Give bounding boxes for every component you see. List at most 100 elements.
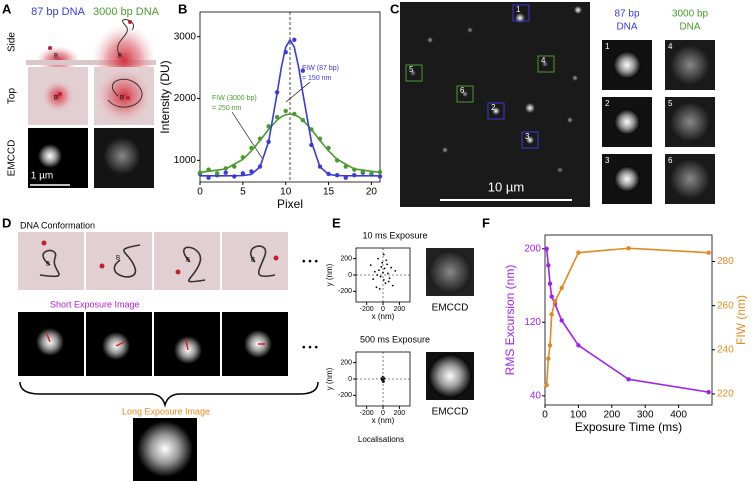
series-line <box>199 113 381 174</box>
data-point <box>626 246 631 251</box>
data-point <box>382 381 384 384</box>
bead-label: B <box>186 258 190 264</box>
x-tick-label: 200 <box>603 410 620 421</box>
data-point <box>214 171 220 176</box>
footer-label: Localisations <box>358 435 404 444</box>
y-tick-label: 1000 <box>174 155 197 166</box>
data-point <box>240 171 246 176</box>
data-point <box>544 382 549 388</box>
data-point <box>559 318 564 323</box>
data-point <box>373 270 376 273</box>
data-point <box>372 278 375 280</box>
x-axis-label: x (nm) <box>372 312 395 321</box>
data-point <box>223 170 228 175</box>
x-tick-label: 0 <box>197 187 203 198</box>
bead-label: B <box>54 96 58 102</box>
top-view: B B <box>28 67 154 125</box>
box-label: 4 <box>541 56 546 65</box>
data-point <box>391 284 394 287</box>
y-axis-label: y (nm) <box>325 263 334 286</box>
y2-tick-label: 280 <box>717 256 734 267</box>
annotation: = 150 nm <box>302 75 332 82</box>
data-point <box>382 378 385 381</box>
bead-label: B <box>54 54 58 60</box>
column-header: DNA <box>616 22 637 33</box>
data-point <box>382 279 385 281</box>
data-point <box>382 253 385 256</box>
data-point <box>378 288 381 290</box>
x-tick-label: 15 <box>323 187 335 198</box>
data-point <box>387 280 390 283</box>
tile-label: 2 <box>605 99 610 108</box>
x-tick-label: 200 <box>394 410 406 417</box>
y2-tick-label: 240 <box>717 344 734 355</box>
series-line <box>200 38 380 177</box>
crop-tiles: 1 2 3 4 5 6 <box>602 40 715 204</box>
chart-title: 10 ms Exposure <box>362 230 427 240</box>
panel-label: D <box>2 215 11 230</box>
annotation: FIW (3000 bp) <box>212 95 257 102</box>
annotation: FIW (87 bp) <box>302 65 339 72</box>
micrograph: 1 2 3 4 5 6 10 µm <box>400 2 590 207</box>
tile-label: 4 <box>668 42 673 51</box>
conformations: B B B B <box>18 232 288 290</box>
y-axis-label: y (nm) <box>325 367 334 390</box>
data-point <box>377 257 379 260</box>
scale-bar-label: 1 µm <box>31 171 53 182</box>
y-tick-label: 0 <box>348 376 352 383</box>
y-tick-label: 200 <box>340 255 352 262</box>
data-point <box>547 343 553 348</box>
pointer <box>285 81 311 103</box>
box-label: 1 <box>516 5 521 14</box>
data-point <box>274 114 280 120</box>
column-header: 87 bp <box>614 9 639 20</box>
box-label: 3 <box>525 132 530 141</box>
column-header: 3000 bp DNA <box>93 6 160 18</box>
data-point <box>283 108 288 114</box>
x-tick-label: 400 <box>670 410 687 421</box>
y-tick-label: 2000 <box>174 93 197 104</box>
series-line <box>545 247 709 386</box>
x-tick-label: 20 <box>366 187 378 198</box>
y-tick-label: -200 <box>338 288 352 295</box>
annotation: = 250 nm <box>212 105 242 112</box>
data-point <box>343 175 348 180</box>
scale-bar-label: 10 µm <box>488 179 524 194</box>
emccd-images: 1 µm <box>28 128 154 188</box>
data-point <box>384 282 387 285</box>
data-point <box>546 356 551 361</box>
data-point <box>546 263 551 268</box>
x-axis-label: Exposure Time (ms) <box>575 420 682 434</box>
data-point <box>547 281 553 286</box>
y2-axis-label: FIW (nm) <box>734 295 748 345</box>
data-point <box>380 378 383 381</box>
data-point <box>382 271 384 274</box>
ellipsis: • • • <box>302 343 319 354</box>
column-header: 3000 bp <box>672 9 709 20</box>
column-header: 87 bp DNA <box>31 6 85 18</box>
data-point <box>394 270 397 272</box>
data-point <box>381 261 384 264</box>
long-exposure-spot <box>137 421 193 477</box>
data-point <box>390 266 393 269</box>
data-point <box>379 275 382 278</box>
x-tick-label: 0 <box>381 306 385 313</box>
x-tick-label: 0 <box>542 410 548 421</box>
data-point <box>383 267 386 270</box>
panel-label: B <box>178 1 187 16</box>
row-title: Short Exposure Image <box>50 299 140 309</box>
data-point <box>383 377 386 380</box>
panel-label: A <box>2 1 12 16</box>
y2-tick-label: 260 <box>717 300 734 311</box>
pointer <box>231 111 263 159</box>
x-axis-label: x (nm) <box>372 416 395 425</box>
data-point <box>544 246 549 251</box>
x-tick-label: 200 <box>394 306 406 313</box>
image-label: EMCCD <box>432 303 469 314</box>
data-point <box>375 286 378 289</box>
y-tick-label: 200 <box>524 243 541 254</box>
panel-label: F <box>482 215 490 230</box>
column-header: DNA <box>679 22 700 33</box>
y2-tick-label: 220 <box>717 389 734 400</box>
panel-label: C <box>390 1 400 16</box>
